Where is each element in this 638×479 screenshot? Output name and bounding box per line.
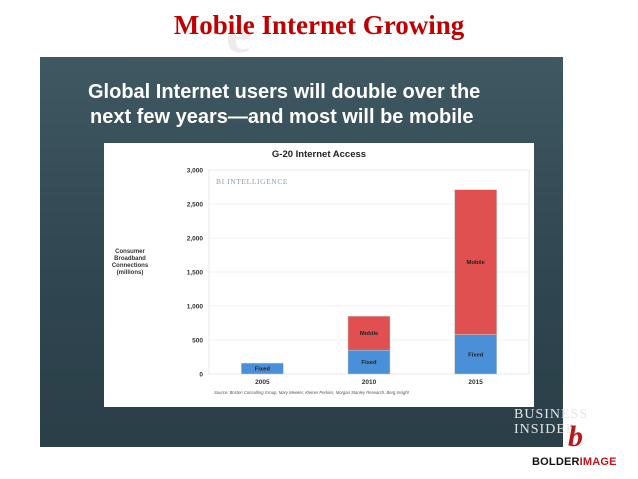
y-tick-label: 3,000 bbox=[187, 168, 204, 175]
bi-intelligence-label: BI INTELLIGENCE bbox=[216, 177, 288, 186]
bar-mobile-2015 bbox=[454, 189, 497, 335]
bar-label-mobile: Mobile bbox=[466, 260, 485, 266]
slide-title: Mobile Internet Growing bbox=[173, 10, 465, 40]
bi-logo-line-2: INSIDER bbox=[514, 422, 577, 437]
bolderimage-logo: b BOLDERIMAGE bbox=[532, 420, 632, 475]
chart-title: G-20 Internet Access bbox=[272, 149, 366, 160]
dark-panel: Global Internet users will double over t… bbox=[40, 57, 587, 447]
background-watermark: e bbox=[226, 3, 251, 65]
y-tick-label: 1,500 bbox=[187, 270, 204, 277]
panel-headline: Global Internet users will double over t… bbox=[88, 80, 558, 130]
headline-line-2: next few years—and most will be mobile bbox=[90, 106, 474, 128]
chart-card: G-20 Internet Access BI INTELLIGENCE 0 500… bbox=[104, 143, 534, 407]
bolder-text-part1: BOLDER bbox=[532, 456, 580, 468]
y-tick-label: 2,000 bbox=[187, 236, 204, 243]
y-tick-label: 2,500 bbox=[187, 202, 204, 209]
y-axis-title: Consumer Broadband Connections (millions… bbox=[111, 249, 149, 276]
bar-fixed-2005 bbox=[241, 362, 284, 375]
bar-label-fixed: Fixed bbox=[468, 352, 484, 358]
y-tick-label: 0 bbox=[199, 372, 203, 379]
bar-label-mobile: Mobile bbox=[360, 331, 379, 337]
bar-label-fixed: Fixed bbox=[255, 367, 271, 373]
x-tick-label: 2015 bbox=[468, 379, 483, 386]
y-tick-label: 500 bbox=[192, 338, 203, 345]
headline-line-1: Global Internet users will double over t… bbox=[88, 81, 481, 103]
bar-label-fixed: Fixed bbox=[361, 360, 377, 366]
bolderimage-b-mark-icon: b bbox=[568, 420, 583, 453]
y-tick-label: 1,000 bbox=[187, 304, 204, 311]
x-tick-label: 2005 bbox=[255, 379, 270, 386]
bolderimage-wordmark: BOLDERIMAGE bbox=[532, 456, 617, 468]
chart-source: Source: Boston Consulting Group, Mary Me… bbox=[214, 390, 410, 395]
bar-fixed-2015 bbox=[454, 334, 497, 375]
bi-logo-line-1: BUSINESS bbox=[514, 407, 589, 422]
bolder-text-part2: IMAGE bbox=[579, 456, 617, 468]
bar-chart: G-20 Internet Access BI INTELLIGENCE 0 500… bbox=[187, 149, 530, 395]
bar-mobile-2010 bbox=[347, 315, 391, 351]
business-insider-logo: BUSINESS INSIDER bbox=[514, 407, 588, 437]
x-tick-label: 2010 bbox=[362, 379, 377, 386]
